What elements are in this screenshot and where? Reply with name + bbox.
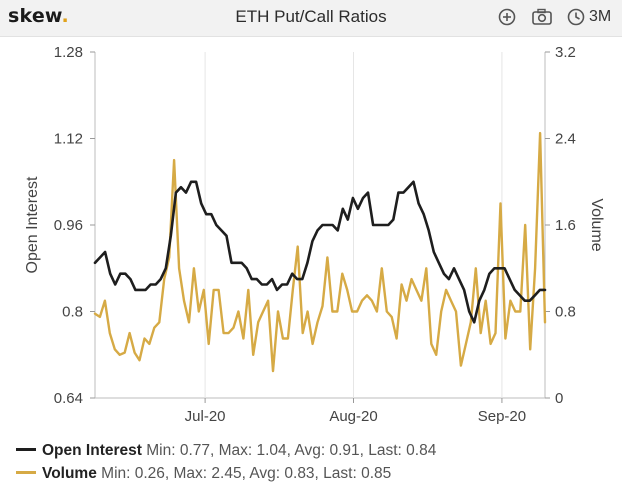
legend-stats-volume: Min: 0.26, Max: 2.45, Avg: 0.83, Last: 0… [101,465,392,482]
legend-stats-open-interest: Min: 0.77, Max: 1.04, Avg: 0.91, Last: 0… [146,442,437,459]
x-tick-label: Sep-20 [478,408,526,425]
zoom-plus-button[interactable] [497,6,517,28]
y-left-tick-label: 1.28 [54,44,83,61]
chart-header: skew. ETH Put/Call Ratios 3M [0,0,622,37]
put-call-chart: Jul-20 Aug-20 Sep-20 0.64 0.8 0.96 1.12 1.28 0 0.… [24,44,605,425]
y-left-axis-title: Open Interest [24,176,41,274]
x-tick-label: Jul-20 [185,408,226,425]
y-right-tick-label: 2.4 [555,131,576,148]
legend-swatch-volume [16,471,36,475]
plot-area [95,52,545,398]
y-right-tick-label: 0.8 [555,304,576,321]
time-range-label: 3M [589,8,612,25]
time-range-button[interactable]: 3M [566,6,611,28]
chart-title: ETH Put/Call Ratios [235,7,387,26]
legend-volume[interactable]: Volume Min: 0.26, Max: 2.45, Avg: 0.83, … [16,465,391,483]
series-line-open-interest [93,180,547,324]
legend-open-interest[interactable]: Open Interest Min: 0.77, Max: 1.04, Avg:… [16,442,436,460]
y-left-tick-label: 1.12 [54,131,83,148]
legend-name-volume: Volume [42,465,97,482]
x-tick-label: Aug-20 [329,408,377,425]
y-right-axis-title: Volume [588,198,605,251]
camera-icon [532,8,552,25]
y-left-tick-label: 0.8 [62,304,83,321]
zoom-plus-icon [498,8,516,26]
screenshot-button[interactable] [531,6,553,28]
legend-swatch-open-interest [16,448,36,452]
clock-icon [567,8,585,26]
skew-logo: skew. [8,5,69,27]
y-left-tick-label: 0.64 [54,390,83,407]
y-right-tick-label: 0 [555,390,563,407]
legend-name-open-interest: Open Interest [42,442,142,459]
y-right-tick-label: 3.2 [555,44,576,61]
y-right-tick-label: 1.6 [555,217,576,234]
y-left-tick-label: 0.96 [54,217,83,234]
